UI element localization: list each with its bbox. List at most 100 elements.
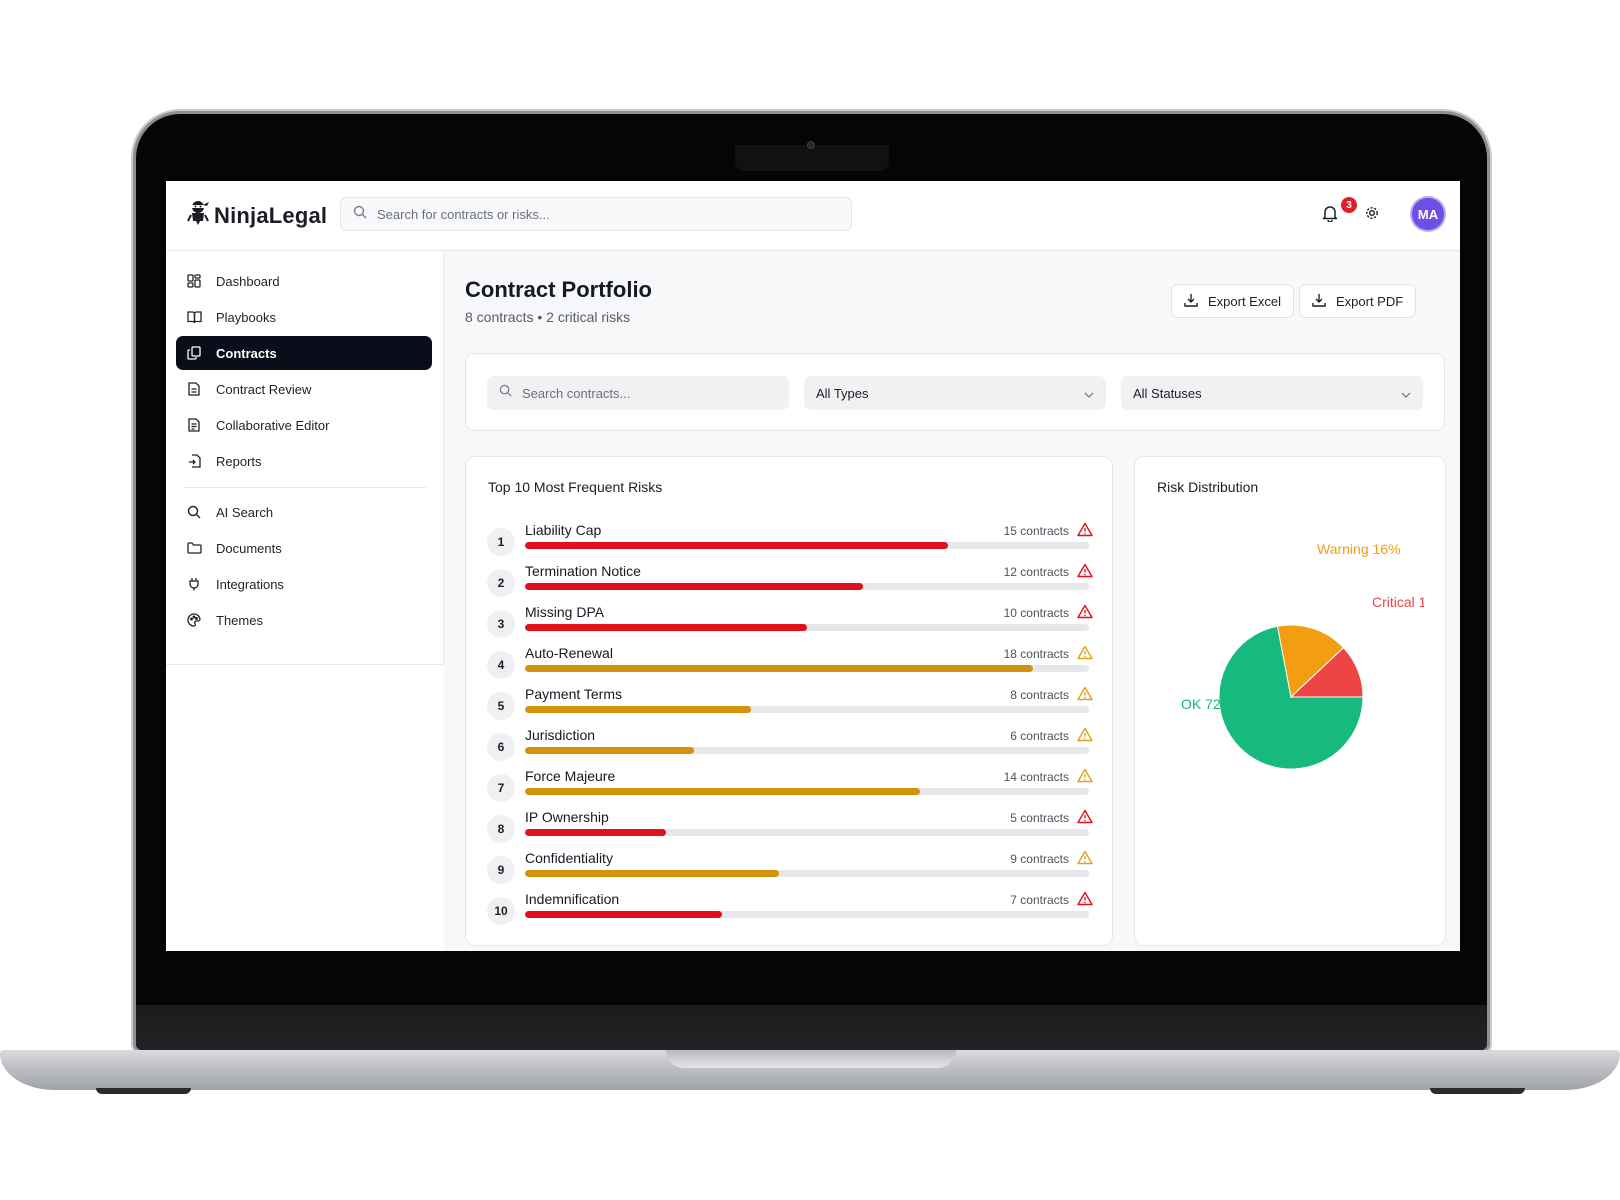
sidebar-item-label: Documents	[216, 540, 282, 556]
risk-count: 12 contracts	[1003, 565, 1069, 579]
risk-bar-fill	[525, 829, 666, 836]
sidebar-item-collaborative-editor[interactable]: Collaborative Editor	[176, 408, 432, 442]
global-search[interactable]	[340, 197, 852, 231]
sidebar-item-reports[interactable]: Reports	[176, 444, 432, 478]
top-risks-card: Top 10 Most Frequent Risks 1 Liability Ca…	[465, 456, 1113, 946]
warning-triangle-icon	[1077, 850, 1093, 866]
download-icon	[1184, 293, 1198, 310]
pie-label-warning: Warning 16%	[1317, 541, 1401, 557]
risk-rank: 4	[487, 651, 515, 679]
chevron-down-icon	[1084, 386, 1094, 401]
user-avatar[interactable]: MA	[1412, 198, 1444, 230]
risk-bar-track	[525, 911, 1089, 918]
type-filter-select[interactable]: All Types	[804, 376, 1106, 410]
risk-count: 7 contracts	[1010, 893, 1069, 907]
sidebar-item-playbooks[interactable]: Playbooks	[176, 300, 432, 334]
app-screen: NinjaLegal 3 MA Dashboard	[166, 181, 1460, 951]
risk-row[interactable]: 4 Auto-Renewal 18 contracts	[487, 645, 1093, 686]
export-pdf-button[interactable]: Export PDF	[1299, 284, 1417, 318]
risk-row[interactable]: 3 Missing DPA 10 contracts	[487, 604, 1093, 645]
pie-label-critical: Critical 12%	[1372, 594, 1424, 610]
warning-triangle-icon	[1077, 645, 1093, 661]
warning-triangle-icon	[1077, 604, 1093, 620]
risk-name: Jurisdiction	[525, 727, 596, 743]
laptop-foot-right	[1430, 1088, 1525, 1094]
risk-distribution-title: Risk Distribution	[1157, 479, 1259, 495]
warning-triangle-icon	[1077, 522, 1093, 538]
palette-icon	[186, 612, 202, 628]
sidebar-item-label: Themes	[216, 612, 263, 628]
type-filter-value: All Types	[816, 385, 869, 401]
sidebar-item-label: Contract Review	[216, 381, 312, 397]
risk-bar-track	[525, 870, 1089, 877]
settings-button[interactable]	[1360, 203, 1384, 227]
sidebar: Dashboard Playbooks Contracts Contract R…	[166, 251, 444, 665]
contract-search-input[interactable]	[522, 385, 782, 401]
export-excel-button[interactable]: Export Excel	[1171, 284, 1294, 318]
risk-count: 8 contracts	[1010, 688, 1069, 702]
brand-logo[interactable]: NinjaLegal	[186, 199, 327, 232]
risk-rank: 6	[487, 733, 515, 761]
sidebar-item-documents[interactable]: Documents	[176, 531, 432, 565]
notification-badge: 3	[1341, 197, 1357, 213]
risk-row[interactable]: 7 Force Majeure 14 contracts	[487, 768, 1093, 809]
sidebar-item-contract-review[interactable]: Contract Review	[176, 372, 432, 406]
risk-row[interactable]: 1 Liability Cap 15 contracts	[487, 522, 1093, 563]
risk-bar-fill	[525, 665, 1033, 672]
reports-icon	[186, 453, 202, 469]
risk-rank: 3	[487, 610, 515, 638]
pie-slice-warning[interactable]	[1276, 624, 1345, 698]
risk-bar-track	[525, 665, 1089, 672]
main-content: Contract Portfolio 8 contracts • 2 criti…	[444, 251, 1460, 951]
book-icon	[186, 309, 202, 325]
pie-label-ok: OK 72%	[1181, 696, 1234, 712]
gear-icon	[1364, 205, 1380, 226]
plug-icon	[186, 576, 202, 592]
risk-name: Missing DPA	[525, 604, 605, 620]
contract-search[interactable]	[487, 376, 789, 410]
file-text-icon	[186, 381, 202, 397]
contracts-icon	[186, 345, 202, 361]
risk-row[interactable]: 5 Payment Terms 8 contracts	[487, 686, 1093, 727]
risk-count: 18 contracts	[1003, 647, 1069, 661]
warning-triangle-icon	[1077, 563, 1093, 579]
sidebar-item-label: Reports	[216, 453, 262, 469]
risk-bar-track	[525, 747, 1089, 754]
risk-distribution-card: Risk Distribution Warning 16% Critical 1…	[1134, 456, 1446, 946]
risk-bar-fill	[525, 583, 864, 590]
risk-row[interactable]: 2 Termination Notice 12 contracts	[487, 563, 1093, 604]
sidebar-item-integrations[interactable]: Integrations	[176, 567, 432, 601]
sidebar-item-contracts[interactable]: Contracts	[176, 336, 432, 370]
warning-triangle-icon	[1077, 727, 1093, 743]
risk-row[interactable]: 9 Confidentiality 9 contracts	[487, 850, 1093, 891]
risk-row[interactable]: 8 IP Ownership 5 contracts	[487, 809, 1093, 850]
risk-name: IP Ownership	[525, 809, 609, 825]
sidebar-item-label: AI Search	[216, 504, 274, 520]
risk-bar-track	[525, 706, 1089, 713]
global-search-input[interactable]	[377, 206, 817, 222]
risk-bar-fill	[525, 706, 751, 713]
risk-row[interactable]: 6 Jurisdiction 6 contracts	[487, 727, 1093, 768]
warning-triangle-icon	[1077, 891, 1093, 907]
sidebar-item-dashboard[interactable]: Dashboard	[176, 264, 432, 298]
notifications-button[interactable]	[1318, 203, 1342, 227]
risk-rank: 7	[487, 774, 515, 802]
file-edit-icon	[186, 417, 202, 433]
search-icon	[499, 384, 512, 402]
sidebar-item-themes[interactable]: Themes	[176, 603, 432, 637]
risk-bar-fill	[525, 788, 920, 795]
risk-name: Liability Cap	[525, 522, 602, 538]
bell-icon	[1322, 204, 1338, 227]
risk-name: Auto-Renewal	[525, 645, 613, 661]
risk-bar-track	[525, 624, 1089, 631]
risk-rank: 10	[487, 897, 515, 925]
status-filter-select[interactable]: All Statuses	[1121, 376, 1423, 410]
sidebar-item-ai-search[interactable]: AI Search	[176, 495, 432, 529]
risk-rank: 5	[487, 692, 515, 720]
sidebar-divider	[184, 487, 426, 488]
risk-bar-fill	[525, 542, 948, 549]
pie-slice-critical[interactable]	[1289, 647, 1364, 698]
risk-row[interactable]: 10 Indemnification 7 contracts	[487, 891, 1093, 932]
folder-icon	[186, 540, 202, 556]
risk-name: Force Majeure	[525, 768, 616, 784]
